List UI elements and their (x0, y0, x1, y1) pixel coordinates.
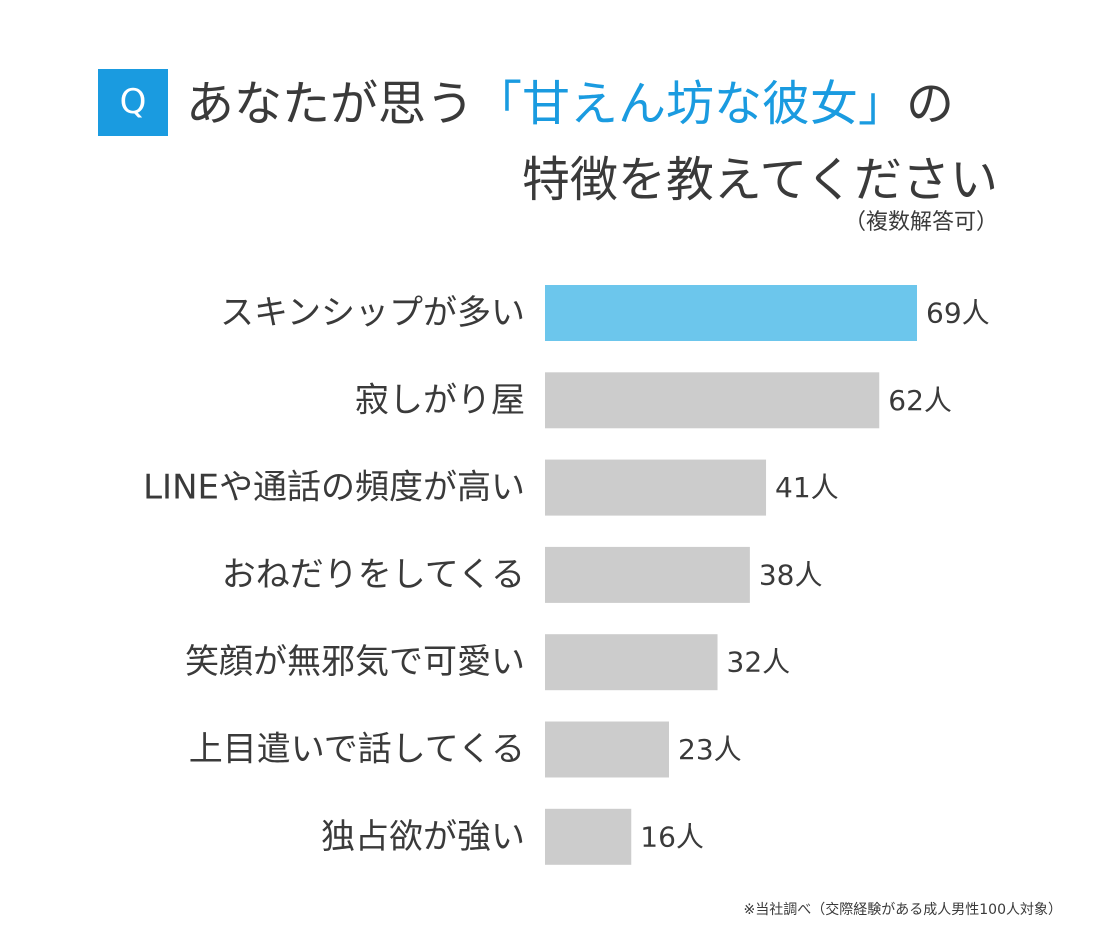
question-badge: Q (98, 69, 168, 136)
value-label-4: 32人 (727, 646, 791, 679)
bar-2 (545, 459, 767, 516)
title-line1-pre: あなたが思う (186, 76, 475, 132)
category-label-6: 独占欲が強い (321, 817, 525, 857)
value-label-2: 41人 (775, 471, 839, 504)
footnote: ※当社調べ（交際経験がある成人男性100人対象） (743, 902, 1062, 918)
value-label-0: 69人 (926, 297, 990, 330)
chart-title-line2: 特徴を教えてください (521, 152, 998, 208)
bar-1 (545, 372, 880, 429)
chart-title-line1: あなたが思う「甘えん坊な彼女」の (186, 72, 954, 136)
value-label-5: 23人 (678, 733, 742, 766)
bar-0 (545, 285, 917, 341)
bar-6 (545, 808, 632, 865)
category-label-2: LINEや通話の頻度が高い (143, 468, 525, 508)
value-label-3: 38人 (759, 558, 823, 591)
value-label-1: 62人 (888, 384, 952, 417)
chart-title-note: （複数解答可） (843, 210, 998, 235)
category-label-3: おねだりをしてくる (222, 555, 525, 595)
bar-3 (545, 546, 750, 603)
category-label-5: 上目遣いで話してくる (189, 730, 525, 770)
bar-5 (545, 721, 669, 778)
bar-4 (545, 634, 718, 691)
category-label-1: 寂しがり屋 (355, 380, 525, 420)
category-label-0: スキンシップが多い (220, 293, 525, 333)
title-line1-post: の (906, 76, 955, 132)
title-line1-highlight: 「甘えん坊な彼女」 (474, 76, 907, 132)
value-label-6: 16人 (640, 820, 704, 853)
category-label-4: 笑顔が無邪気で可愛い (185, 642, 525, 682)
